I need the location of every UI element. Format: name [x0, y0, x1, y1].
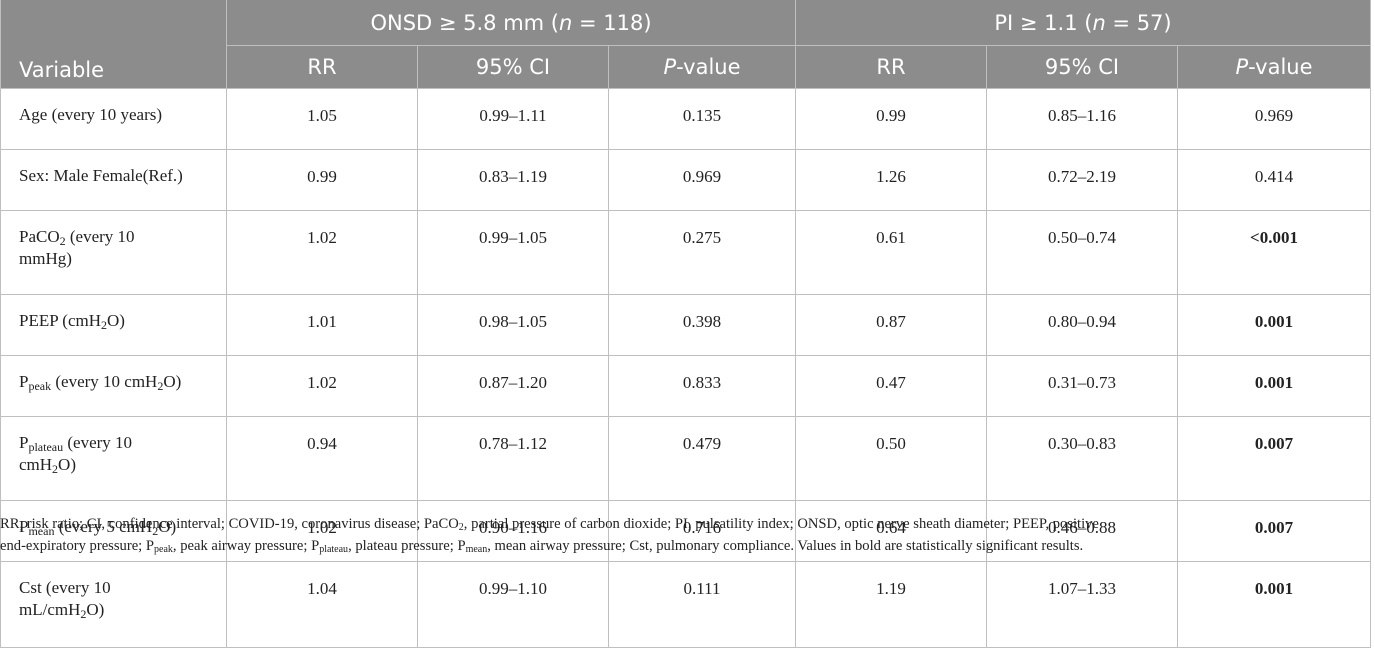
row-label: Ppeak (every 10 cmH2O)	[0, 355, 227, 417]
footnote-line-2: end-expiratory pressure; Ppeak, peak air…	[0, 538, 1084, 555]
cell-ci: 0.87–1.20	[417, 355, 609, 417]
cell-ci: 0.98–1.05	[417, 294, 609, 356]
cell-ci: 0.30–0.83	[986, 416, 1178, 501]
cell-rr: 0.99	[226, 149, 418, 211]
table-row: Cst (every 10 mL/cmH2O) 1.04 0.99–1.10 0.…	[0, 561, 1371, 648]
cell-ci: 0.99–1.05	[417, 210, 609, 295]
cell-p: 0.001	[1177, 355, 1371, 417]
cell-p: 0.398	[608, 294, 796, 356]
table-row: Pmean (every 5 cmH2O) 1.02 0.90–1.16 0.7…	[0, 500, 1371, 562]
row-label: Age (every 10 years)	[0, 88, 227, 150]
cell-ci: 0.50–0.74	[986, 210, 1178, 295]
group-header-onsd: ONSD ≥ 5.8 mm (n = 118)	[226, 0, 796, 46]
table-row: Age (every 10 years) 1.05 0.99–1.11 0.13…	[0, 88, 1371, 150]
cell-rr: 1.02	[226, 355, 418, 417]
cell-rr: 0.99	[795, 88, 987, 150]
cell-ci: 0.80–0.94	[986, 294, 1178, 356]
header-row-groups: Variable ONSD ≥ 5.8 mm (n = 118) PI ≥ 1.…	[0, 0, 1371, 89]
cell-rr: 1.02	[226, 210, 418, 295]
row-label: Cst (every 10 mL/cmH2O)	[0, 561, 227, 648]
variable-header: Variable	[0, 0, 227, 89]
row-label: Pmean (every 5 cmH2O)	[0, 500, 227, 562]
cell-ci: 0.78–1.12	[417, 416, 609, 501]
table-row: Pplateau (every 10 cmH2O) 0.94 0.78–1.12 …	[0, 416, 1371, 501]
cell-p: 0.969	[1177, 88, 1371, 150]
table-row: Sex: Male Female(Ref.) 0.99 0.83–1.19 0.…	[0, 149, 1371, 211]
cell-ci: 1.07–1.33	[986, 561, 1178, 648]
cell-p: 0.833	[608, 355, 796, 417]
cell-rr: 0.94	[226, 416, 418, 501]
cell-ci: 0.83–1.19	[417, 149, 609, 211]
cell-p: 0.111	[608, 561, 796, 648]
cell-rr: 0.87	[795, 294, 987, 356]
onsd-ci-header: 95% CI	[417, 45, 609, 89]
cell-p: 0.479	[608, 416, 796, 501]
cell-ci: 0.99–1.10	[417, 561, 609, 648]
table-row: PaCO2 (every 10 mmHg) 1.02 0.99–1.05 0.27…	[0, 210, 1371, 295]
cell-p: 0.414	[1177, 149, 1371, 211]
cell-rr: 0.47	[795, 355, 987, 417]
cell-p: 0.007	[1177, 416, 1371, 501]
row-label: PaCO2 (every 10 mmHg)	[0, 210, 227, 295]
cell-p: 0.275	[608, 210, 796, 295]
cell-rr: 0.61	[795, 210, 987, 295]
cell-rr: 1.26	[795, 149, 987, 211]
row-label: Pplateau (every 10 cmH2O)	[0, 416, 227, 501]
cell-ci: 0.85–1.16	[986, 88, 1178, 150]
group-header-pi: PI ≥ 1.1 (n = 57)	[795, 0, 1371, 46]
cell-ci: 0.99–1.11	[417, 88, 609, 150]
footnote-line-1: RR, risk ratio; CI, confidence interval;…	[0, 516, 1099, 533]
cell-p: 0.001	[1177, 294, 1371, 356]
cell-rr: 1.19	[795, 561, 987, 648]
cell-ci: 0.31–0.73	[986, 355, 1178, 417]
cell-p: 0.969	[608, 149, 796, 211]
cell-ci: 0.72–2.19	[986, 149, 1178, 211]
cell-rr: 1.05	[226, 88, 418, 150]
pi-ci-header: 95% CI	[986, 45, 1178, 89]
row-label: PEEP (cmH2O)	[0, 294, 227, 356]
pi-rr-header: RR	[795, 45, 987, 89]
cell-rr: 1.04	[226, 561, 418, 648]
cell-rr: 0.50	[795, 416, 987, 501]
row-label: Sex: Male Female(Ref.)	[0, 149, 227, 211]
onsd-rr-header: RR	[226, 45, 418, 89]
table-footnote: RR, risk ratio; CI, confidence interval;…	[0, 513, 1370, 557]
cell-p: 0.135	[608, 88, 796, 150]
cell-rr: 1.01	[226, 294, 418, 356]
cell-p: 0.001	[1177, 561, 1371, 648]
cell-p: <0.001	[1177, 210, 1371, 295]
pi-p-header: P-value	[1177, 45, 1371, 89]
table-row: PEEP (cmH2O) 1.01 0.98–1.05 0.398 0.87 0…	[0, 294, 1371, 356]
cell-p: 0.007	[1177, 500, 1371, 562]
onsd-p-header: P-value	[608, 45, 796, 89]
table-row: Ppeak (every 10 cmH2O) 1.02 0.87–1.20 0.…	[0, 355, 1371, 417]
